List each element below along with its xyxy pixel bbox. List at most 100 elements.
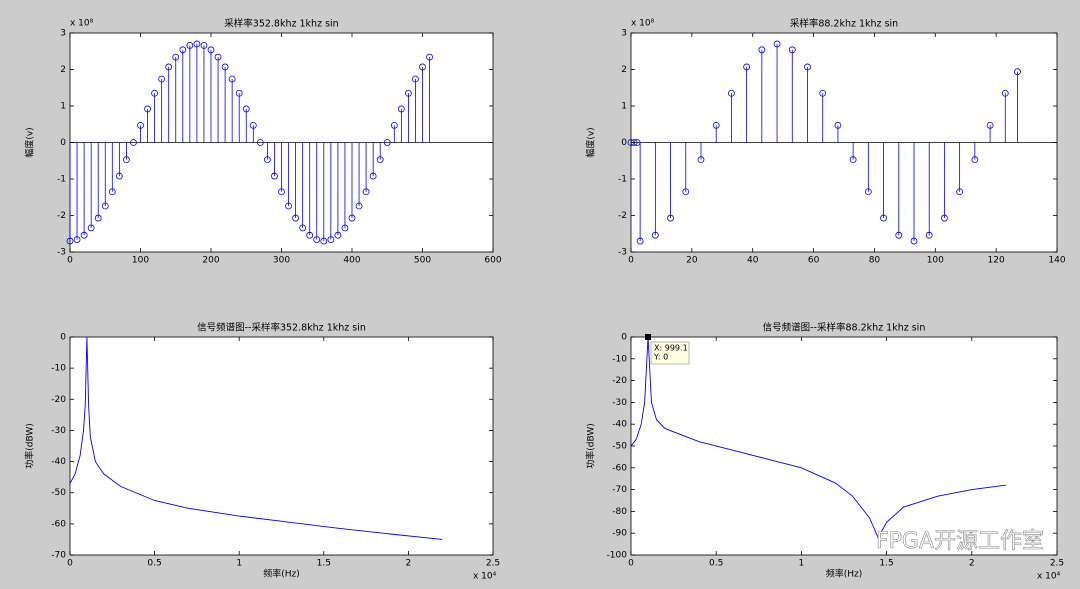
stem-marker [1014,68,1021,76]
x-tick-label: 2.5 [486,559,500,569]
stem-marker [320,237,328,245]
y-tick-label: -3 [618,248,627,258]
y-tick-label: -90 [612,529,627,539]
y-tick-label: -2 [618,211,627,221]
x-tick-label: 100 [132,256,149,266]
y-tick-label: 0 [60,333,66,343]
y-tick-label: -1 [57,175,66,185]
x-tick-label: 1.5 [879,559,893,569]
stem-marker [864,188,872,196]
stem-marker [94,214,102,222]
stem-marker [179,46,187,54]
x-multiplier: x 10⁴ [1037,572,1061,582]
axes-area [69,336,494,556]
y-tick-label: -60 [612,463,627,473]
x-tick-label: 1 [236,559,242,569]
x-tick-label: 140 [1048,256,1065,266]
axes-area [630,336,1058,556]
stem-marker [390,121,398,129]
stem-marker [144,105,151,113]
stem-marker [758,46,766,54]
stem-marker [667,214,674,222]
y-axis-label: 功率(dBW) [24,423,36,469]
stem-marker [412,75,419,83]
x-tick-label: 80 [869,256,881,266]
y-tick-label: -50 [612,442,627,452]
stem-marker [66,237,74,245]
stem-marker [348,214,356,222]
stem-marker [819,89,827,97]
stem-marker [956,188,964,196]
y-axis-label: 功率(dBW) [585,423,597,469]
stem-marker [636,237,644,245]
y-tick-label: -70 [51,551,66,561]
stem-marker [712,121,720,129]
y-tick-label: -70 [612,485,627,495]
y-tick-label: 1 [621,102,627,112]
x-tick-label: 60 [808,256,820,266]
y-tick-label: -30 [51,426,66,436]
data-tip-text: Y: 0 [653,353,668,362]
x-axis-label: 频率(Hz) [826,568,863,580]
y-tick-label: -50 [51,488,66,498]
stem-marker [925,231,933,239]
stem-marker [697,156,705,164]
stem-marker [235,89,243,97]
x-tick-label: 100 [927,256,944,266]
line [69,336,443,540]
stem-marker [834,121,842,129]
stem-marker [151,89,159,97]
y-tick-label: 0 [621,138,627,148]
stem-marker [383,139,391,146]
data-tip-marker [645,334,652,340]
x-tick-label: 2 [969,559,975,569]
x-tick-label: 200 [202,256,219,266]
stem-marker [292,214,300,222]
y-tick-label: -40 [612,420,627,430]
y-tick-label: -20 [51,395,66,405]
stem-marker [419,63,426,71]
stem-marker [651,231,659,239]
stem-marker [910,237,918,245]
stem-marker [73,236,81,243]
chart-title: 信号频谱图--采样率88.2khz 1khz sin [763,322,926,334]
stem-marker [130,139,137,146]
chart-title: 信号频谱图--采样率352.8khz 1khz sin [197,322,366,334]
y-tick-label: -2 [57,211,66,221]
stem-marker [249,121,257,129]
chart-title: 采样率352.8khz 1khz sin [224,18,338,30]
stem-marker [334,231,342,239]
data-tip-box [650,341,690,365]
stem-marker [137,121,144,129]
line [630,336,1006,539]
y-tick-label: -100 [607,551,628,561]
stem-marker [986,121,994,129]
y-axis-label: 幅度(v) [24,127,36,157]
x-multiplier: x 10⁴ [473,572,497,582]
y-tick-label: -20 [612,376,627,386]
stem-marker [158,75,166,83]
stem-marker [630,139,638,146]
stem-marker [971,156,979,164]
stem-marker [256,139,264,146]
chart-title: 采样率88.2khz 1khz sin [790,18,898,30]
stem-marker [895,231,903,239]
stem-marker [773,40,781,48]
y-tick-label: 2 [621,65,627,75]
stem-marker [271,172,278,180]
y-tick-label: -80 [612,507,627,517]
y-tick-label: 3 [621,29,627,39]
y-tick-label: 3 [60,29,66,39]
stem-marker [941,214,948,222]
stem-marker [278,188,285,196]
stem-marker [242,105,250,113]
y-multiplier: x 10⁸ [631,19,655,29]
stem-marker [193,40,201,48]
x-tick-label: 400 [343,256,360,266]
y-tick-label: -10 [612,354,627,364]
stem-marker [200,42,208,49]
stem-marker [341,224,349,232]
y-tick-label: 2 [60,65,66,75]
x-tick-label: 1 [799,559,805,569]
stem-marker [404,89,412,97]
